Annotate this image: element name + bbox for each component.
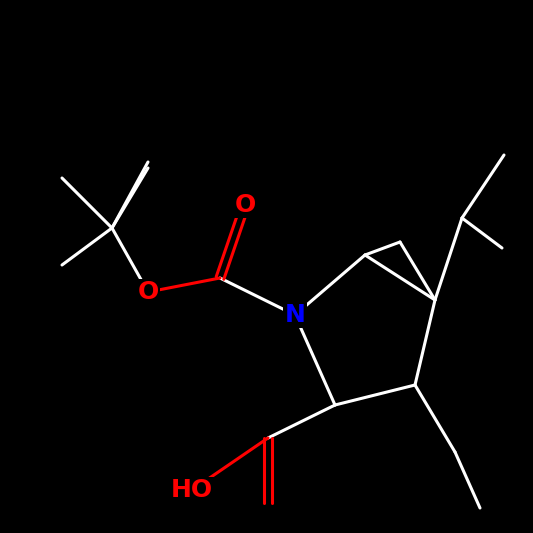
Text: N: N xyxy=(285,303,305,327)
Text: HO: HO xyxy=(171,478,213,502)
Text: O: O xyxy=(138,280,159,304)
Text: O: O xyxy=(235,193,256,217)
